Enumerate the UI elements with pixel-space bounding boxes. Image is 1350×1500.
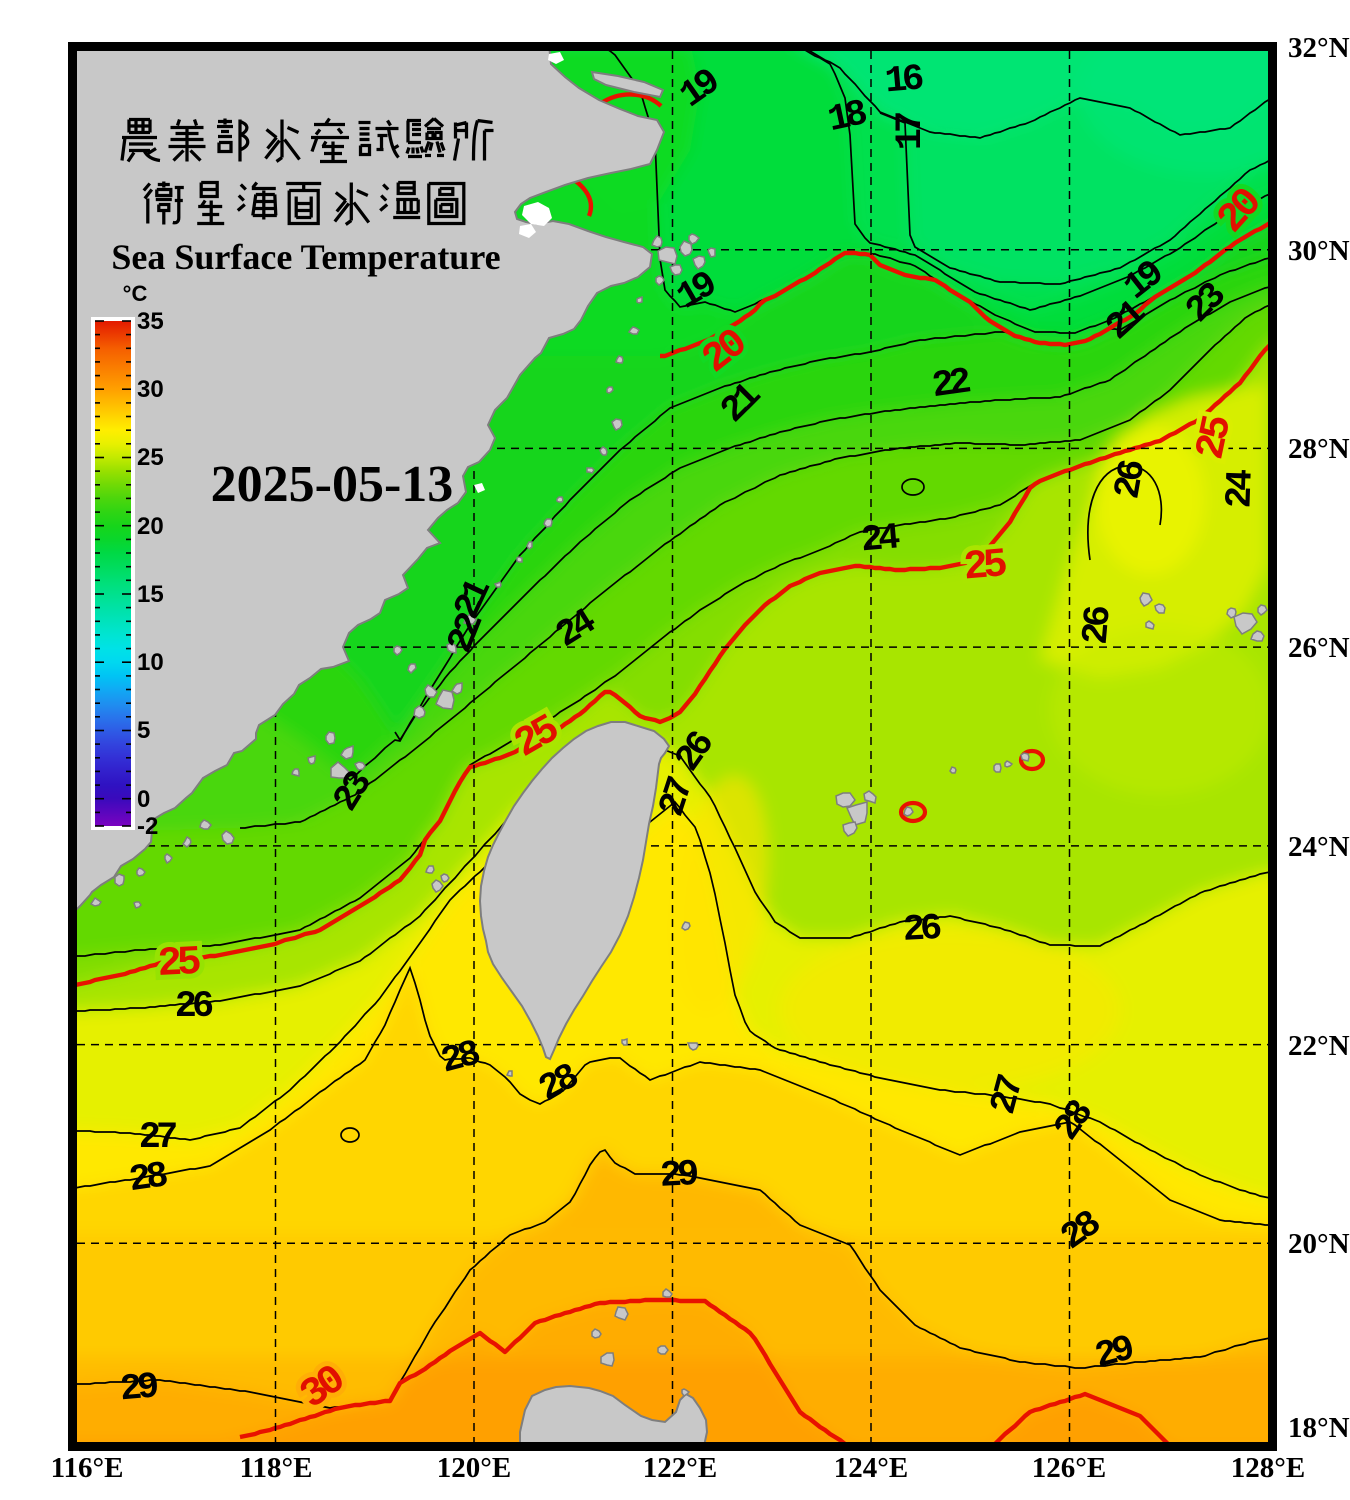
svg-text:29: 29 [118, 1366, 159, 1411]
svg-text:5: 5 [137, 717, 150, 744]
svg-text:32°N: 32°N [1288, 32, 1350, 64]
svg-text:18°N: 18°N [1288, 1412, 1350, 1444]
svg-text:35: 35 [137, 308, 164, 335]
svg-text:2025-05-13: 2025-05-13 [211, 456, 454, 513]
svg-text:118°E: 118°E [240, 1452, 313, 1484]
svg-text:20°N: 20°N [1288, 1228, 1350, 1260]
svg-text:17: 17 [890, 113, 932, 150]
svg-text:25: 25 [156, 940, 201, 988]
svg-text:28°N: 28°N [1288, 433, 1350, 465]
svg-text:120°E: 120°E [437, 1452, 511, 1484]
svg-text:30°N: 30°N [1288, 235, 1350, 267]
svg-text:-2: -2 [137, 813, 158, 840]
svg-text:126°E: 126°E [1032, 1452, 1106, 1484]
svg-text:0: 0 [137, 786, 150, 813]
svg-text:16: 16 [883, 58, 925, 103]
svg-text:26: 26 [175, 986, 213, 1028]
svg-text:29: 29 [659, 1154, 698, 1198]
svg-text:26: 26 [902, 908, 942, 952]
svg-text:27: 27 [139, 1117, 176, 1159]
svg-text:124°E: 124°E [834, 1452, 908, 1484]
svg-text:26°N: 26°N [1288, 632, 1350, 664]
svg-text:15: 15 [137, 581, 164, 608]
svg-text:20: 20 [137, 513, 164, 540]
svg-text:122°E: 122°E [643, 1452, 717, 1484]
svg-text:22°N: 22°N [1288, 1030, 1350, 1062]
svg-text:116°E: 116°E [51, 1452, 124, 1484]
svg-text:30: 30 [137, 376, 164, 403]
svg-text:°C: °C [123, 281, 148, 306]
svg-text:128°E: 128°E [1231, 1452, 1305, 1484]
svg-text:24: 24 [1219, 468, 1262, 509]
svg-text:Sea Surface Temperature: Sea Surface Temperature [111, 237, 500, 277]
svg-text:10: 10 [137, 649, 164, 676]
svg-text:24°N: 24°N [1288, 831, 1350, 863]
svg-text:26: 26 [1076, 605, 1121, 647]
svg-text:25: 25 [137, 444, 164, 471]
svg-text:25: 25 [962, 542, 1008, 592]
